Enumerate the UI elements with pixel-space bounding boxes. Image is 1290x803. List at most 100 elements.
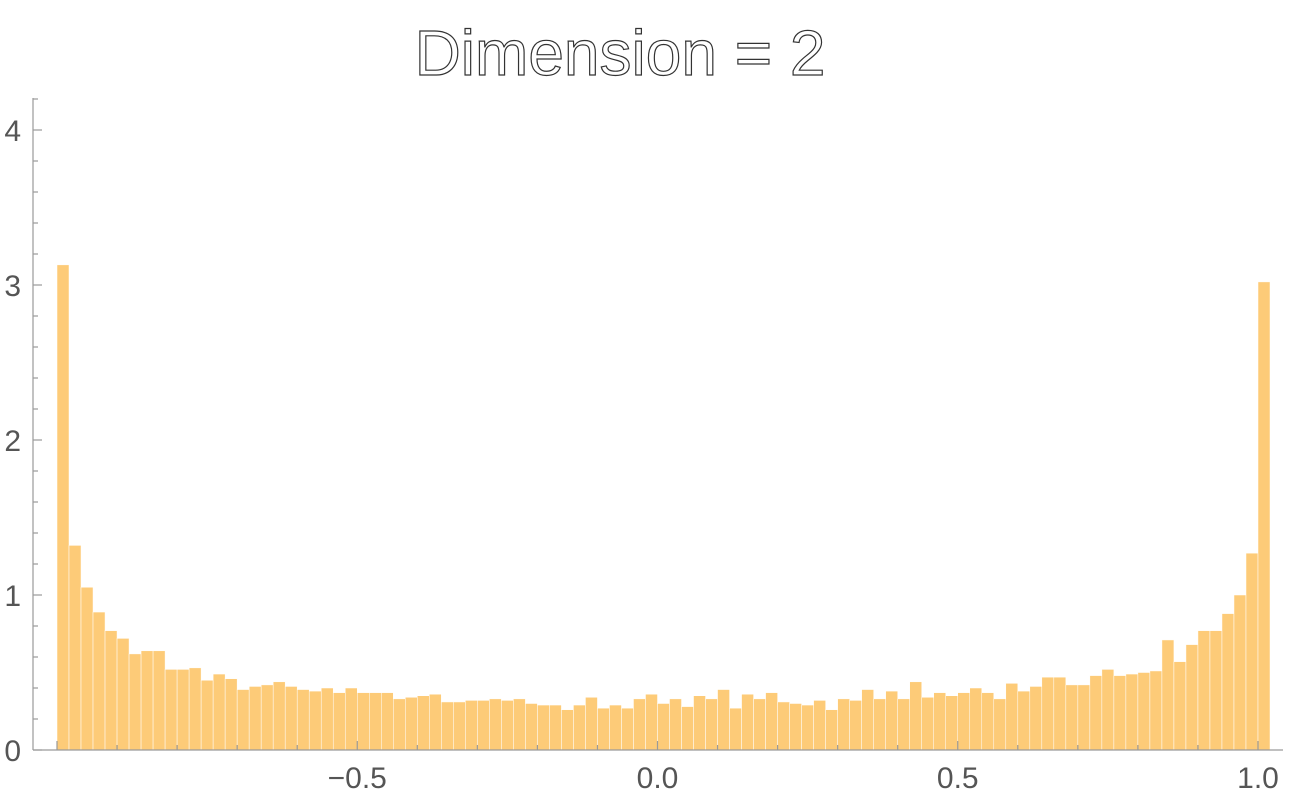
- histogram-bar: [272, 681, 286, 751]
- histogram-bar: [284, 686, 298, 751]
- histogram-bar: [801, 704, 814, 751]
- histogram-bar: [405, 697, 418, 751]
- histogram-bar: [1197, 630, 1211, 751]
- histogram-bar: [308, 690, 322, 751]
- histogram-bar: [332, 692, 346, 751]
- histogram-bar: [861, 689, 874, 751]
- histogram-bar: [549, 704, 562, 751]
- histogram-bar: [633, 698, 646, 751]
- histogram-bar: [729, 707, 742, 751]
- histogram-bar: [296, 689, 310, 751]
- histogram-bar: [765, 692, 778, 751]
- histogram-bar: [188, 667, 202, 751]
- histogram-bar: [789, 703, 802, 751]
- histogram-bar: [645, 693, 658, 751]
- x-tick-label: 0.0: [637, 762, 679, 795]
- histogram-bar: [813, 700, 826, 751]
- histogram-bar: [152, 650, 166, 751]
- histogram-bar: [1041, 676, 1055, 751]
- histogram-bar: [1245, 552, 1259, 751]
- histogram-bar: [248, 686, 262, 751]
- x-tick-label: 1.0: [1237, 762, 1279, 795]
- histogram-bar: [344, 687, 358, 751]
- y-tick-label: 0: [4, 735, 21, 768]
- histogram-bar: [56, 264, 70, 751]
- histogram-bar: [537, 704, 550, 751]
- histogram-bar: [357, 692, 370, 751]
- histogram-bar: [1173, 661, 1187, 751]
- x-tick-label: 0.5: [937, 762, 979, 795]
- histogram-bar: [597, 707, 610, 751]
- histogram-bar: [369, 692, 382, 751]
- histogram-bar: [200, 680, 214, 751]
- histogram-bar: [1017, 690, 1031, 751]
- histogram-bar: [849, 700, 862, 751]
- histogram-bar: [525, 703, 538, 751]
- histogram-bar: [1113, 675, 1127, 751]
- histogram-bar: [945, 695, 958, 751]
- histogram-bar: [465, 700, 478, 751]
- histogram-bar: [561, 709, 574, 751]
- histogram-bar: [164, 669, 178, 751]
- histogram-bar: [1209, 630, 1223, 751]
- histogram-bar: [669, 698, 682, 751]
- histogram-bar: [260, 684, 274, 751]
- histogram-bar: [969, 687, 983, 751]
- histogram-bar: [381, 692, 394, 751]
- histogram-bar: [417, 695, 430, 751]
- histogram-bar: [825, 709, 838, 751]
- histogram-bar: [128, 653, 142, 751]
- histogram-bar: [320, 687, 334, 751]
- histogram-bar: [1233, 594, 1247, 751]
- histogram-bar: [993, 698, 1007, 751]
- x-tick-label: −0.5: [328, 762, 387, 795]
- histogram-bar: [1185, 644, 1199, 751]
- histogram-bar: [657, 703, 670, 751]
- histogram-bar: [837, 698, 850, 751]
- histogram-bar: [477, 700, 490, 751]
- histogram-bar: [176, 669, 190, 751]
- y-tick-label: 4: [4, 115, 21, 148]
- histogram-bar: [957, 692, 971, 751]
- histogram-bar: [921, 697, 934, 751]
- histogram-bar: [1161, 639, 1175, 751]
- histogram-bar: [1221, 613, 1235, 751]
- histogram-bar: [609, 704, 622, 751]
- histogram-bar: [1053, 676, 1067, 751]
- histogram-bar: [513, 698, 526, 751]
- axes-group: 0 1 2 3 4 −0.5 0.0 0.5 1.0: [4, 98, 1283, 795]
- histogram-bar: [933, 692, 946, 751]
- histogram-bar: [693, 695, 706, 751]
- histogram-bar: [1101, 669, 1115, 751]
- histogram-bar: [1077, 684, 1091, 751]
- histogram-bar: [501, 700, 514, 751]
- histogram-bar: [897, 698, 910, 751]
- histogram-bar: [116, 638, 130, 751]
- histogram-bar: [741, 693, 754, 751]
- histogram-bar: [585, 697, 598, 751]
- histogram-bar: [873, 698, 886, 751]
- y-tick-label: 3: [4, 270, 21, 303]
- histogram-bar: [429, 693, 442, 751]
- histogram-bar: [1137, 672, 1151, 751]
- histogram-bar: [489, 698, 502, 751]
- y-tick-label: 1: [4, 580, 21, 613]
- y-tick-label: 2: [4, 425, 21, 458]
- histogram-bar: [753, 698, 766, 751]
- histogram-bar: [909, 681, 922, 751]
- histogram-bar: [621, 707, 634, 751]
- histogram-bar: [140, 650, 154, 751]
- histogram-bar: [717, 689, 730, 751]
- chart-title: Dimension = 2: [415, 17, 826, 89]
- histogram-bar: [212, 673, 226, 751]
- histogram-bar: [68, 545, 82, 751]
- histogram-bar: [236, 689, 250, 751]
- histogram-bar: [981, 692, 995, 751]
- histogram-bar: [1089, 675, 1103, 751]
- histogram-bar: [441, 701, 454, 751]
- histogram-bar: [1005, 683, 1019, 751]
- histogram-bar: [92, 611, 106, 751]
- histogram-bar: [104, 630, 118, 751]
- bars-group: [56, 264, 1271, 751]
